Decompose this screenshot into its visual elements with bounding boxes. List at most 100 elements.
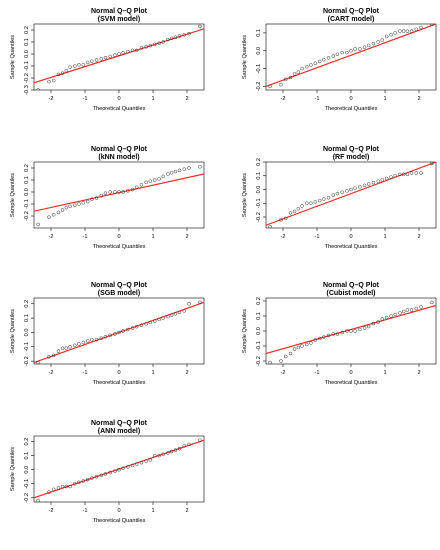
- qq-point: [36, 88, 40, 90]
- qq-point: [288, 211, 293, 215]
- qq-point: [398, 29, 402, 33]
- y-axis-label: Sample Quantiles: [242, 173, 248, 217]
- y-tick-label: -0.2: [24, 356, 30, 366]
- qq-panel-6: Normal Q–Q Plot(Cubist model) -2 -1 0 1 2 -0.2…: [242, 282, 437, 386]
- qq-point: [393, 312, 397, 317]
- qq-point: [73, 64, 77, 68]
- qq-point: [371, 321, 376, 326]
- qq-panel-2: Normal Q–Q Plot(CART model) -2 -1 0 1 2 -0.2 -0…: [242, 8, 437, 112]
- qq-point: [283, 216, 288, 221]
- qq-point: [340, 50, 344, 55]
- qq-point: [166, 37, 170, 42]
- y-tick-label: -0.1: [256, 341, 262, 351]
- qq-point: [36, 498, 40, 502]
- chart-subtitle: (Cubist model): [327, 290, 376, 297]
- y-tick-label: -0.1: [24, 479, 30, 489]
- qq-point: [94, 196, 99, 200]
- x-tick-label: -2: [49, 508, 54, 514]
- qq-point: [340, 190, 344, 194]
- qq-point: [134, 324, 139, 329]
- qq-point: [389, 314, 393, 318]
- qq-point: [292, 209, 297, 214]
- qq-point: [389, 32, 393, 37]
- qq-point: [99, 193, 104, 198]
- qq-point: [345, 329, 349, 333]
- qq-point: [108, 54, 112, 59]
- y-tick-label: 0.1: [24, 452, 30, 460]
- y-tick-label: -0.2: [24, 211, 30, 221]
- qq-point: [51, 78, 56, 83]
- qq-point: [90, 337, 94, 342]
- qq-point: [322, 57, 326, 62]
- qq-point: [169, 171, 174, 175]
- plot-frame: [33, 23, 205, 91]
- qq-point: [94, 474, 99, 479]
- qq-point: [353, 186, 357, 190]
- qq-point: [56, 349, 61, 353]
- qq-point: [77, 480, 81, 485]
- qq-point: [268, 84, 272, 89]
- qq-point: [139, 323, 144, 328]
- y-tick-label: -0.2: [24, 493, 30, 503]
- plot-area: [34, 300, 204, 364]
- qq-point: [134, 185, 139, 189]
- qq-point: [60, 208, 65, 212]
- plot-area: [34, 24, 204, 90]
- qq-point: [305, 201, 309, 205]
- qq-point: [144, 459, 148, 464]
- y-tick-label: -0.2: [256, 82, 262, 92]
- qq-point: [130, 463, 135, 468]
- x-tick-label: 1: [151, 370, 154, 376]
- qq-point: [130, 187, 135, 192]
- qq-point: [300, 204, 304, 208]
- qq-point: [283, 77, 288, 82]
- qq-point: [148, 43, 153, 48]
- qq-point: [152, 178, 157, 182]
- qq-point: [296, 70, 301, 74]
- y-tick-label: -0.1: [256, 198, 262, 208]
- qq-point: [51, 353, 56, 358]
- qq-point: [108, 190, 112, 194]
- qq-point: [126, 465, 130, 469]
- qq-point: [117, 190, 121, 194]
- x-tick-label: -1: [83, 370, 88, 376]
- y-axis-label: Sample Quantiles: [10, 35, 16, 79]
- qq-point: [376, 320, 380, 324]
- qq-point: [317, 59, 322, 64]
- qq-point: [103, 472, 108, 476]
- qq-point: [182, 33, 187, 37]
- qq-point: [409, 171, 414, 175]
- qq-point: [300, 344, 304, 348]
- qq-point: [113, 53, 117, 57]
- qq-point: [161, 40, 165, 44]
- chart-subtitle: (SVM model): [98, 16, 140, 23]
- qq-point: [335, 191, 340, 196]
- qq-panel-4: Normal Q–Q Plot(RF model) -2 -1 0 1 2 -0.2 -0.1…: [242, 146, 437, 250]
- qq-point: [157, 453, 161, 458]
- qq-point: [326, 333, 331, 338]
- qq-point: [414, 306, 419, 311]
- qq-point: [134, 48, 139, 53]
- qq-point: [198, 300, 202, 305]
- qq-point: [173, 169, 178, 174]
- qq-point: [414, 171, 419, 175]
- qq-point: [362, 45, 367, 49]
- qq-point: [345, 189, 349, 193]
- qq-point: [60, 346, 65, 350]
- qq-point: [366, 43, 371, 48]
- qq-point: [409, 308, 414, 312]
- qq-point: [90, 59, 94, 63]
- qq-point: [349, 49, 353, 53]
- qq-point: [121, 190, 125, 194]
- qq-point: [296, 207, 301, 211]
- qq-point: [405, 29, 410, 33]
- qq-point: [134, 462, 139, 466]
- x-tick-label: 2: [417, 96, 420, 102]
- qq-point: [345, 50, 349, 55]
- qq-point: [47, 355, 51, 359]
- chart-title: Normal Q–Q Plot: [91, 146, 148, 153]
- x-axis-label: Theoretical Quantiles: [325, 380, 378, 386]
- y-tick-label: -0.1: [24, 342, 30, 352]
- plot-area: [34, 165, 204, 227]
- y-tick-label: 0.0: [24, 50, 30, 58]
